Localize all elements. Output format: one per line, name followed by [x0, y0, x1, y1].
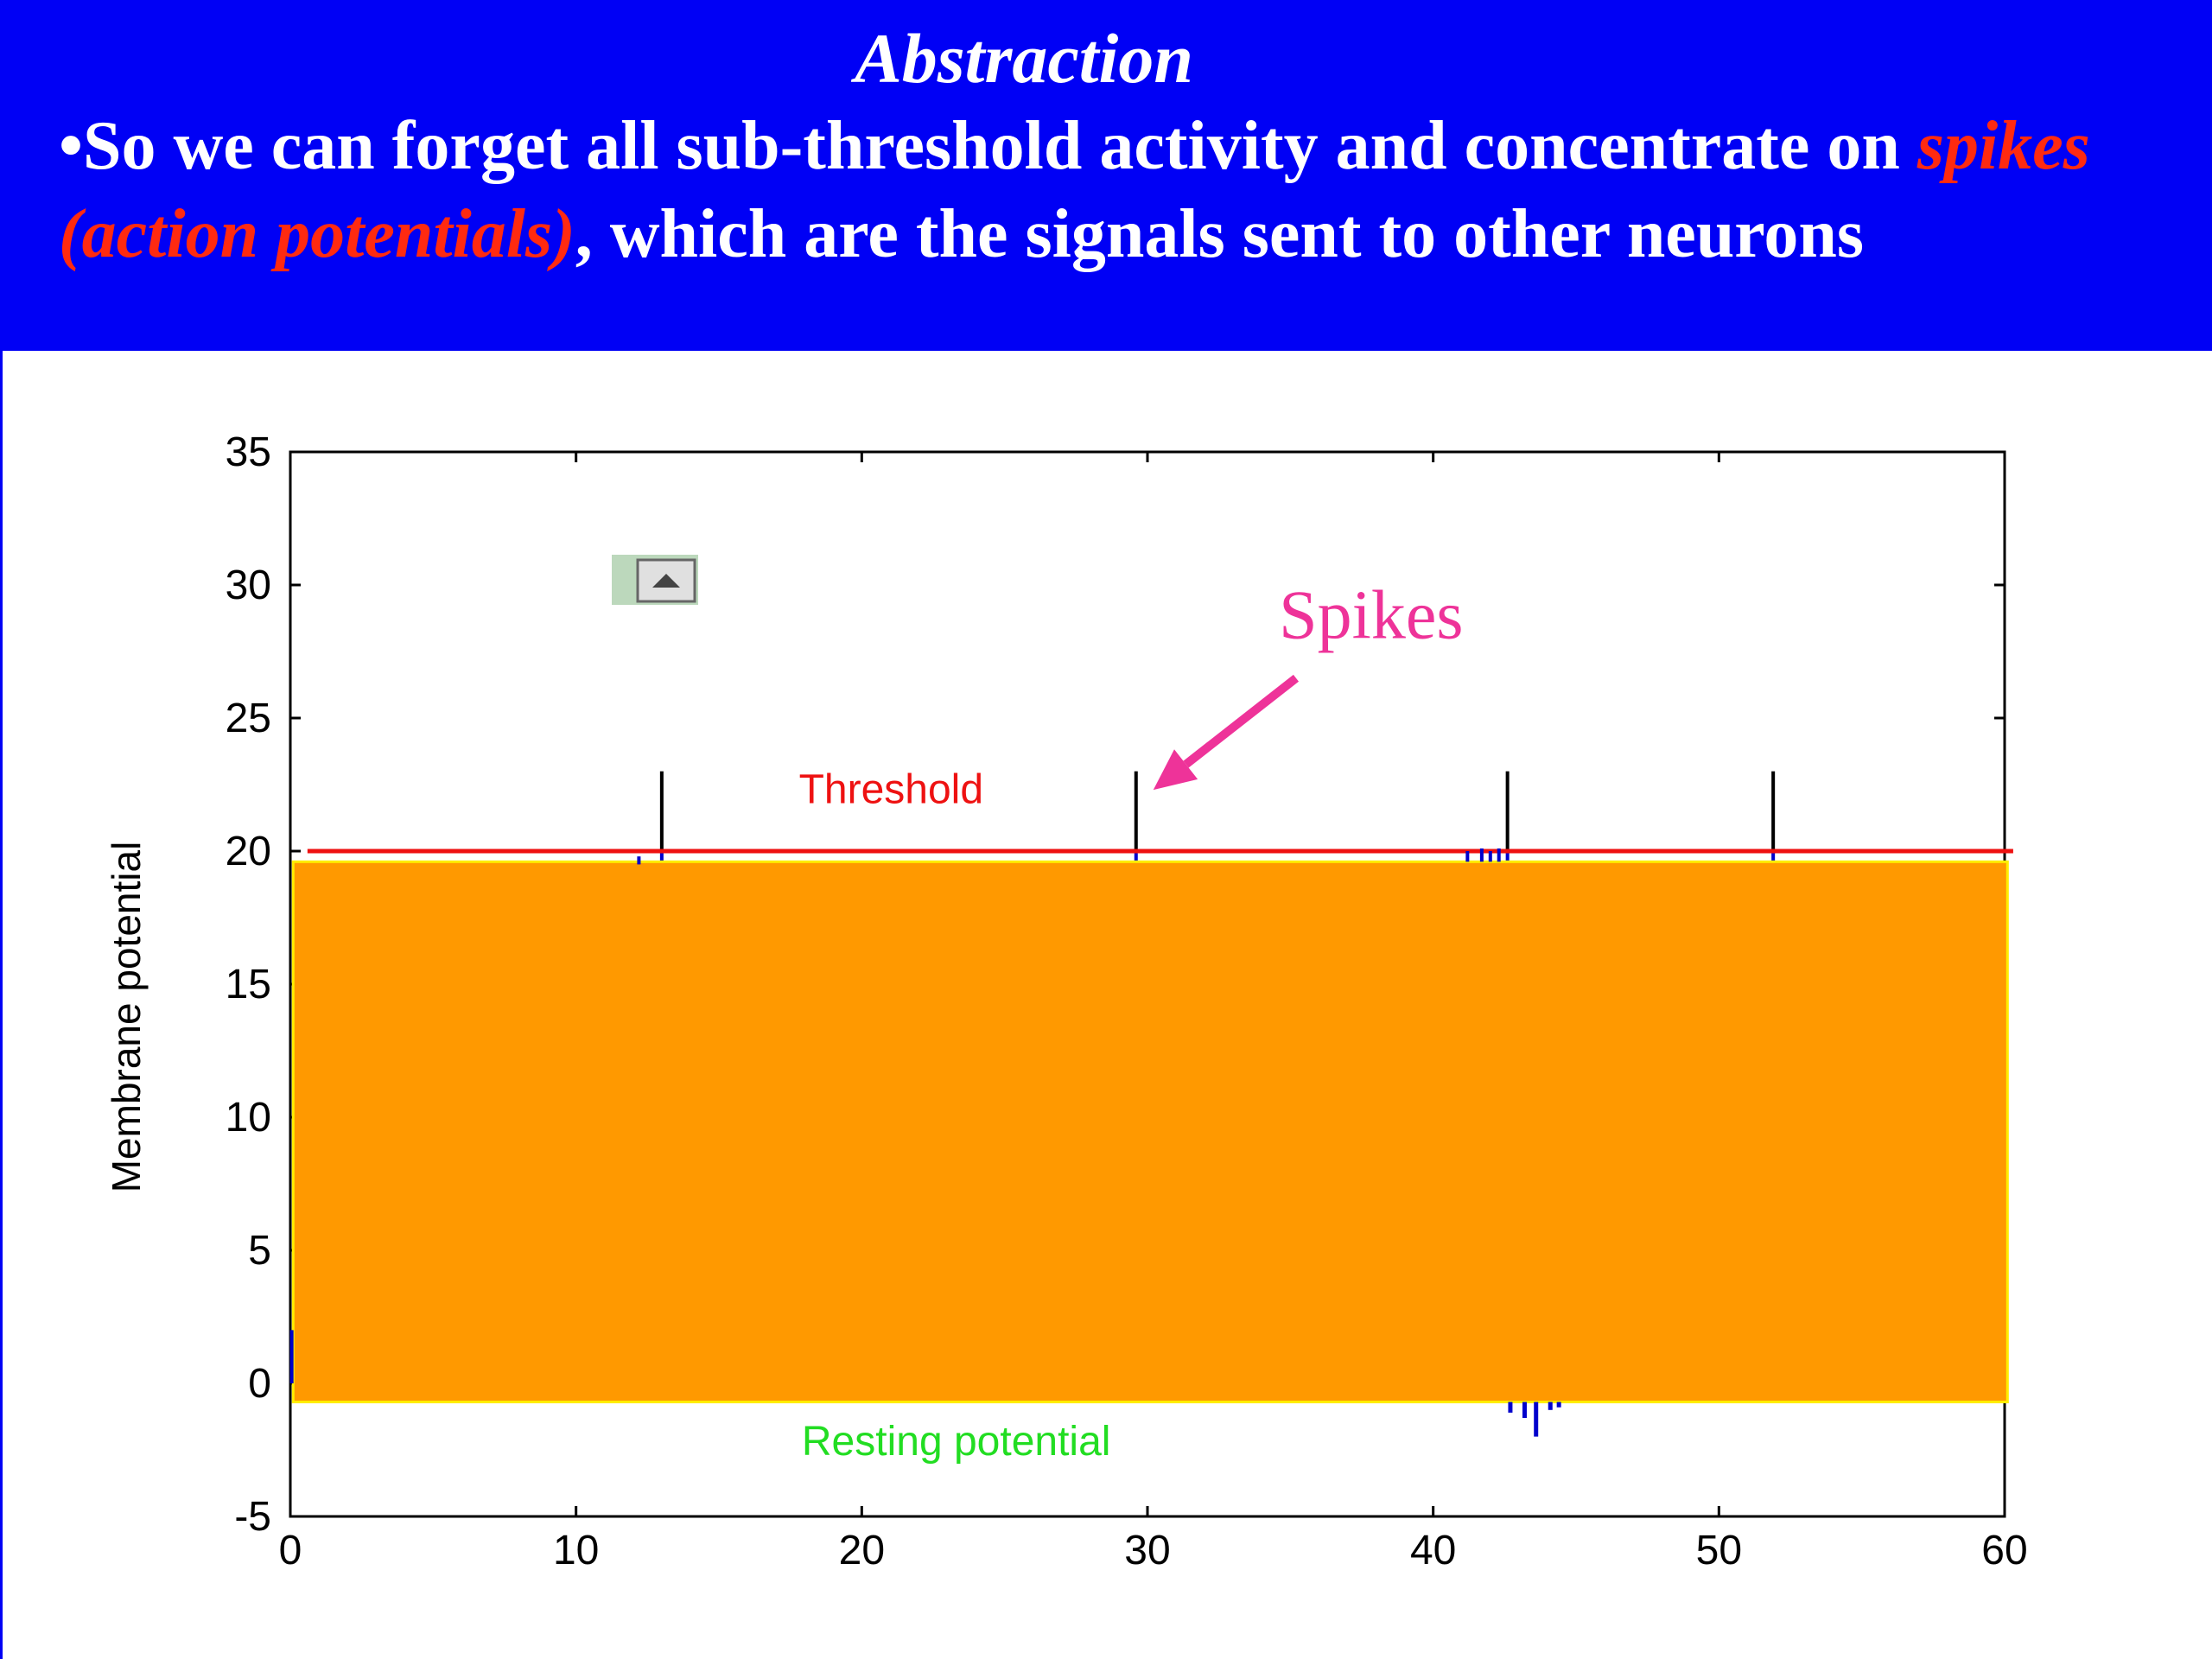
y-tick-label: 20 — [226, 829, 271, 874]
trace-fragments — [289, 848, 1561, 1437]
y-tick-label: 0 — [248, 1361, 271, 1407]
bullet-symbol: • — [59, 108, 84, 184]
figure-toolbar-button[interactable] — [612, 555, 698, 605]
y-tick-label: -5 — [234, 1494, 271, 1540]
spikes-annotation: Spikes — [1279, 578, 1463, 654]
x-tick-label: 30 — [1124, 1528, 1170, 1573]
spikes-arrow-head — [1153, 749, 1198, 791]
slide-left-border — [0, 351, 3, 1659]
bullet-text-part2: , which are the signals sent to other ne… — [575, 196, 1864, 272]
x-tick-label: 40 — [1410, 1528, 1456, 1573]
y-tick-label: 25 — [226, 696, 271, 741]
y-axis-label: Membrane potential — [104, 842, 149, 1193]
spikes-arrow — [1183, 674, 1300, 768]
bullet-text-part1: So we can forget all sub-threshold activ… — [83, 108, 1917, 184]
x-tick-label: 10 — [553, 1528, 599, 1573]
bullet-highlight: spikes (action potentials) — [59, 108, 2090, 272]
y-tick-label: 35 — [226, 429, 271, 475]
y-tick-label: 15 — [226, 962, 271, 1007]
y-tick-label: 30 — [226, 563, 271, 608]
y-tick-label: 10 — [226, 1095, 271, 1141]
x-tick-label: 60 — [1981, 1528, 2027, 1573]
x-tick-label: 20 — [839, 1528, 885, 1573]
slide-header: Abstraction •So we can forget all sub-th… — [0, 0, 2212, 351]
resting-potential-label: Resting potential — [802, 1419, 1111, 1465]
x-tick-label: 0 — [279, 1528, 302, 1573]
slide-bullet: •So we can forget all sub-threshold acti… — [59, 102, 2167, 278]
y-tick-label: 5 — [248, 1228, 271, 1274]
x-tick-label: 50 — [1696, 1528, 1742, 1573]
collapse-up-icon — [652, 574, 680, 588]
slide-title: Abstraction — [855, 19, 1193, 98]
occluding-box — [291, 860, 2009, 1404]
threshold-label: Threshold — [799, 767, 983, 813]
